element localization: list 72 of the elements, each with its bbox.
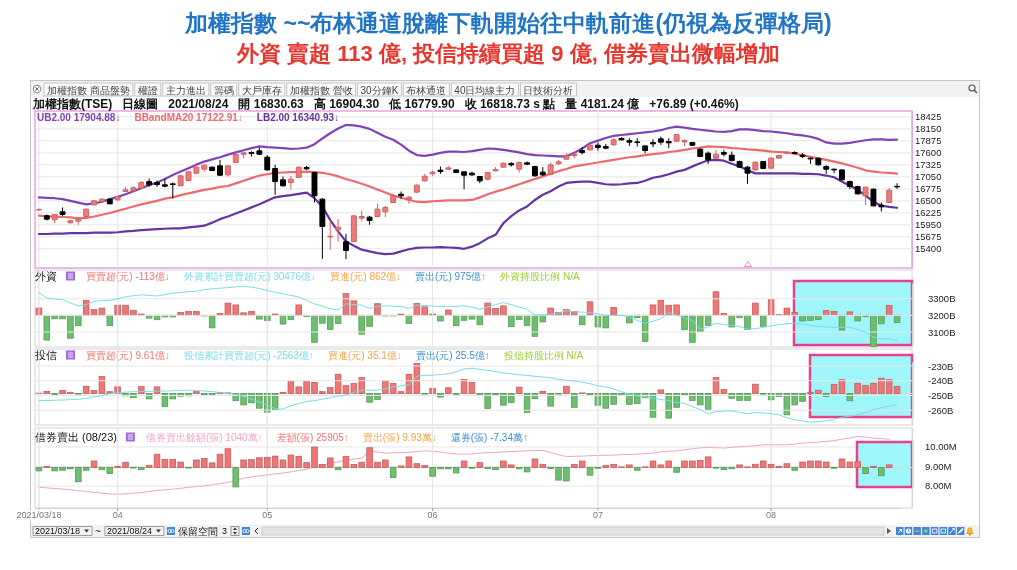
x-tick-label: 06 — [427, 510, 438, 521]
text: 權證 — [137, 84, 158, 95]
y-tick-label: 17325 — [915, 159, 942, 171]
y-tick-label: 18150 — [915, 123, 942, 135]
text: 投信累計買賣超(元) -2563億↑ — [182, 349, 314, 361]
x-tick-label: 08 — [766, 510, 777, 521]
x-tick-label: 05 — [262, 510, 273, 521]
text: 外資持股比例 N/A — [500, 270, 580, 282]
y-tick-label: 15400 — [915, 243, 942, 255]
y-tick-label: 3200B — [928, 309, 956, 321]
text: 加權指數(TSE) — [32, 97, 113, 111]
text: 賣出(元) 25.5億↑ — [415, 349, 490, 361]
text: 低 16779.90 — [388, 97, 455, 111]
y-tick-label: 18425 — [915, 111, 942, 123]
x-tick-label: 04 — [112, 510, 123, 521]
series-label: 差額(張) 25905↑ — [276, 431, 349, 443]
chart-subtitle: 外資 賣超 113 億, 投信持續買超 9 億, 借券賣出微幅增加 — [236, 40, 780, 66]
annotation: 賣出(張) 9.93萬↓ — [362, 431, 437, 443]
text: 3 — [221, 526, 227, 536]
y-tick-label: 3100B — [928, 326, 956, 338]
text: 40日均線主力 — [454, 84, 516, 95]
y-tick-label: 16225 — [915, 207, 942, 219]
text: +76.89 (+0.46%) — [649, 97, 739, 111]
chart-title: 投信 — [34, 349, 57, 361]
y-tick-label: -260B — [928, 404, 954, 416]
text: 2021/08/24 — [168, 97, 229, 111]
text: 投信持股比例 N/A — [502, 349, 584, 361]
text: 買進(元) 862億↓ — [329, 270, 402, 282]
text: BBandMA20 17122.91↓ — [134, 111, 243, 123]
text: 開 16830.63 — [238, 97, 305, 111]
text: 量 4181.24 億 — [564, 97, 641, 111]
y-tick-label: 17875 — [915, 135, 942, 147]
y-tick-label: 9.00M — [925, 460, 952, 472]
y-tick-label: 10.00M — [925, 441, 957, 453]
text: 買進(元) 35.1億↓ — [327, 349, 402, 361]
text: LB2.00 16340.93↓ — [256, 111, 340, 123]
annotation: 還券(張) -7.34萬↑ — [450, 431, 528, 443]
y-tick-label: -230B — [928, 360, 954, 372]
text: 主力進出 — [165, 84, 206, 95]
y-tick-label: 15950 — [915, 219, 942, 231]
text: 收 16818.73 s 點 — [464, 97, 556, 111]
y-tick-label: 17050 — [915, 171, 942, 183]
y-tick-label: 8.00M — [925, 480, 952, 492]
y-tick-label: 16500 — [915, 195, 942, 207]
text: 大戶庫存 — [241, 84, 282, 95]
chart-title: 加權指數 ~~布林通道脫離下軌開始往中軌前進(仍視為反彈格局) — [184, 10, 832, 36]
chart-title: 借券賣出 (08/23) — [35, 431, 117, 443]
series-label: 買賣超(元) -113億↓ — [86, 270, 170, 282]
series-label: 外資累計買賣超(元) 30476億↓ — [183, 270, 316, 282]
y-tick-label: 3300B — [928, 293, 956, 305]
text: 布林通道 — [406, 84, 447, 95]
chart-title: 外資 — [35, 270, 57, 282]
text: 2021/08/24 — [106, 526, 152, 536]
text: 賣出(元) 975億↑ — [415, 270, 487, 282]
y-tick-label: 16775 — [915, 183, 942, 195]
x-tick-label: 2021/03/18 — [16, 510, 62, 521]
y-tick-label: -250B — [928, 390, 954, 402]
y-tick-label: -240B — [928, 375, 954, 387]
y-tick-label: 17600 — [915, 147, 942, 159]
x-tick-label: 07 — [592, 510, 603, 521]
text: 日線圖 — [122, 97, 159, 111]
text: ~ — [95, 525, 102, 537]
text: 高 16904.30 — [313, 97, 380, 111]
text: 籌碼 — [213, 84, 234, 95]
text: 2021/03/18 — [35, 526, 81, 536]
y-tick-label: 15675 — [915, 231, 942, 243]
text: 借券賣出餘額(張) 1040萬↑ — [145, 431, 263, 443]
text: UB2.00 17904.88↓ — [37, 111, 121, 123]
text: 買賣超(元) 9.61億↓ — [86, 349, 170, 361]
text: 保留空間 — [177, 525, 218, 537]
text: 加權指數 商品盤勢 — [47, 84, 130, 95]
text: 加權指數 營收 — [289, 84, 353, 95]
